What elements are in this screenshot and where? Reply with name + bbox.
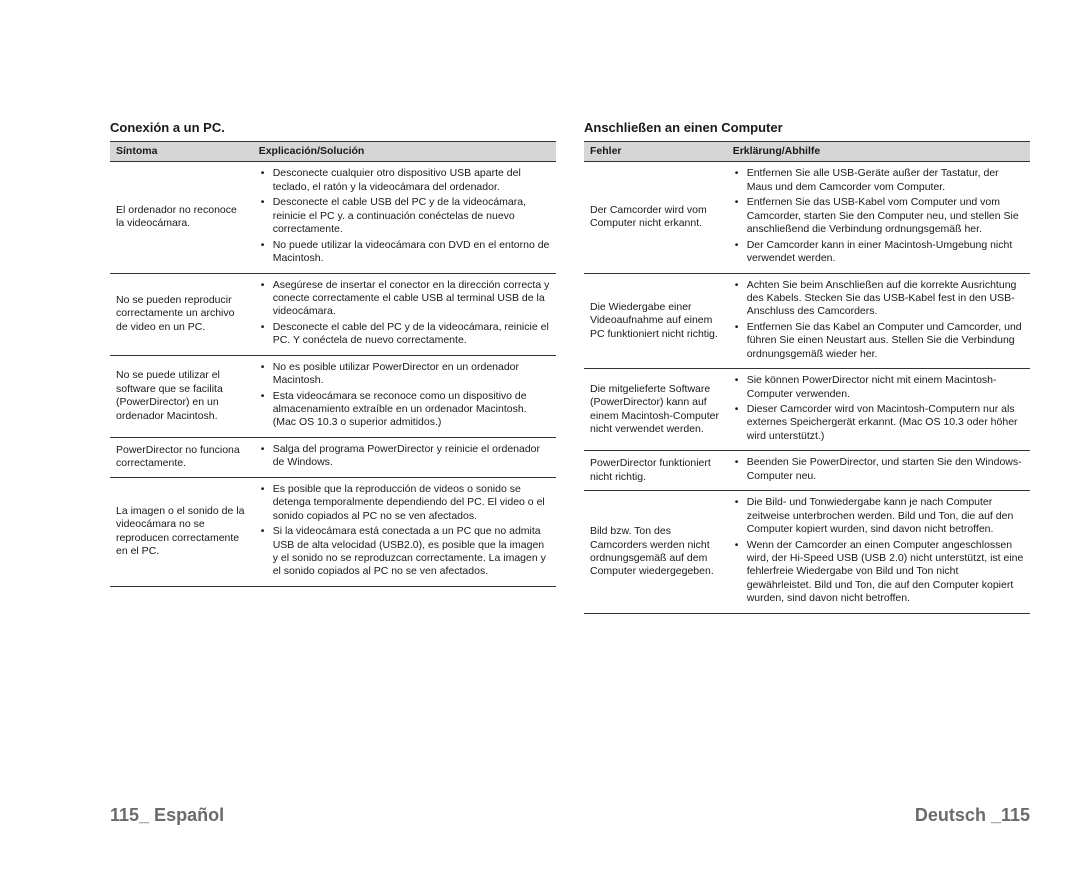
solution-cell: Es posible que la reproducción de videos…	[253, 477, 556, 586]
solution-bullet: Wenn der Camcorder an einen Computer ang…	[747, 539, 1024, 606]
solution-bullet: Beenden Sie PowerDirector, und starten S…	[747, 456, 1024, 483]
table-row: PowerDirector funktioniert nicht richtig…	[584, 451, 1030, 491]
solution-cell: Entfernen Sie alle USB-Geräte außer der …	[727, 162, 1030, 273]
left-page-number: 115	[110, 805, 139, 825]
table-row: PowerDirector no funciona correctamente.…	[110, 437, 556, 477]
right-section-title: Anschließen an einen Computer	[584, 120, 1030, 135]
right-language-label: Deutsch _	[915, 805, 1001, 825]
symptom-cell: La imagen o el sonido de la videocámara …	[110, 477, 253, 586]
solution-bullet: Es posible que la reproducción de videos…	[273, 483, 550, 523]
left-section-title: Conexión a un PC.	[110, 120, 556, 135]
table-row: No se pueden reproducir correctamente un…	[110, 273, 556, 355]
solution-bullet: Salga del programa PowerDirector y reini…	[273, 443, 550, 470]
table-row: Der Camcorder wird vom Computer nicht er…	[584, 162, 1030, 273]
table-row: No se puede utilizar el software que se …	[110, 355, 556, 437]
solution-bullet: Entfernen Sie alle USB-Geräte außer der …	[747, 167, 1024, 194]
solution-bullet: No puede utilizar la videocámara con DVD…	[273, 239, 550, 266]
symptom-cell: Der Camcorder wird vom Computer nicht er…	[584, 162, 727, 273]
right-page-number: 115	[1001, 805, 1030, 825]
solution-bullet: Der Camcorder kann in einer Macintosh-Um…	[747, 239, 1024, 266]
solution-cell: No es posible utilizar PowerDirector en …	[253, 355, 556, 437]
right-header-solution: Erklärung/Abhilfe	[727, 142, 1030, 162]
symptom-cell: PowerDirector funktioniert nicht richtig…	[584, 451, 727, 491]
solution-bullet: Entfernen Sie das USB-Kabel vom Computer…	[747, 196, 1024, 236]
solution-bullet: Esta videocámara se reconoce como un dis…	[273, 390, 550, 430]
two-column-layout: Conexión a un PC. Síntoma Explicación/So…	[110, 120, 1030, 614]
solution-cell: Desconecte cualquier otro dispositivo US…	[253, 162, 556, 273]
solution-bullet: Desconecte el cable USB del PC y de la v…	[273, 196, 550, 236]
solution-bullet: No es posible utilizar PowerDirector en …	[273, 361, 550, 388]
solution-cell: Asegúrese de insertar el conector en la …	[253, 273, 556, 355]
right-troubleshoot-table: Fehler Erklärung/Abhilfe Der Camcorder w…	[584, 141, 1030, 614]
left-header-solution: Explicación/Solución	[253, 142, 556, 162]
table-row: Bild bzw. Ton des Camcorders werden nich…	[584, 491, 1030, 614]
symptom-cell: Die mitgelieferte Software (PowerDirecto…	[584, 369, 727, 451]
footer-right: Deutsch _115	[915, 805, 1030, 826]
solution-bullet: Desconecte el cable del PC y de la video…	[273, 321, 550, 348]
solution-bullet: Die Bild- und Tonwiedergabe kann je nach…	[747, 496, 1024, 536]
symptom-cell: El ordenador no reconoce la videocámara.	[110, 162, 253, 273]
solution-bullet: Dieser Camcorder wird von Macintosh-Comp…	[747, 403, 1024, 443]
symptom-cell: Bild bzw. Ton des Camcorders werden nich…	[584, 491, 727, 614]
solution-bullet: Asegúrese de insertar el conector en la …	[273, 279, 550, 319]
left-troubleshoot-table: Síntoma Explicación/Solución El ordenado…	[110, 141, 556, 587]
right-column: Anschließen an einen Computer Fehler Erk…	[584, 120, 1030, 614]
table-row: Die Wiedergabe einer Videoaufnahme auf e…	[584, 273, 1030, 369]
symptom-cell: No se puede utilizar el software que se …	[110, 355, 253, 437]
solution-bullet: Sie können PowerDirector nicht mit einem…	[747, 374, 1024, 401]
manual-page: Conexión a un PC. Síntoma Explicación/So…	[0, 0, 1080, 886]
table-row: La imagen o el sonido de la videocámara …	[110, 477, 556, 586]
left-language-label: _ Español	[139, 805, 224, 825]
page-footer: 115_ Español Deutsch _115	[110, 805, 1030, 826]
solution-cell: Die Bild- und Tonwiedergabe kann je nach…	[727, 491, 1030, 614]
symptom-cell: No se pueden reproducir correctamente un…	[110, 273, 253, 355]
solution-bullet: Si la videocámara está conectada a un PC…	[273, 525, 550, 579]
solution-cell: Beenden Sie PowerDirector, und starten S…	[727, 451, 1030, 491]
solution-bullet: Achten Sie beim Anschließen auf die korr…	[747, 279, 1024, 319]
solution-cell: Sie können PowerDirector nicht mit einem…	[727, 369, 1030, 451]
solution-bullet: Desconecte cualquier otro dispositivo US…	[273, 167, 550, 194]
table-row: El ordenador no reconoce la videocámara.…	[110, 162, 556, 273]
left-header-symptom: Síntoma	[110, 142, 253, 162]
table-row: Die mitgelieferte Software (PowerDirecto…	[584, 369, 1030, 451]
symptom-cell: PowerDirector no funciona correctamente.	[110, 437, 253, 477]
solution-cell: Salga del programa PowerDirector y reini…	[253, 437, 556, 477]
symptom-cell: Die Wiedergabe einer Videoaufnahme auf e…	[584, 273, 727, 369]
left-column: Conexión a un PC. Síntoma Explicación/So…	[110, 120, 556, 614]
footer-left: 115_ Español	[110, 805, 224, 826]
right-header-symptom: Fehler	[584, 142, 727, 162]
solution-cell: Achten Sie beim Anschließen auf die korr…	[727, 273, 1030, 369]
solution-bullet: Entfernen Sie das Kabel an Computer und …	[747, 321, 1024, 361]
